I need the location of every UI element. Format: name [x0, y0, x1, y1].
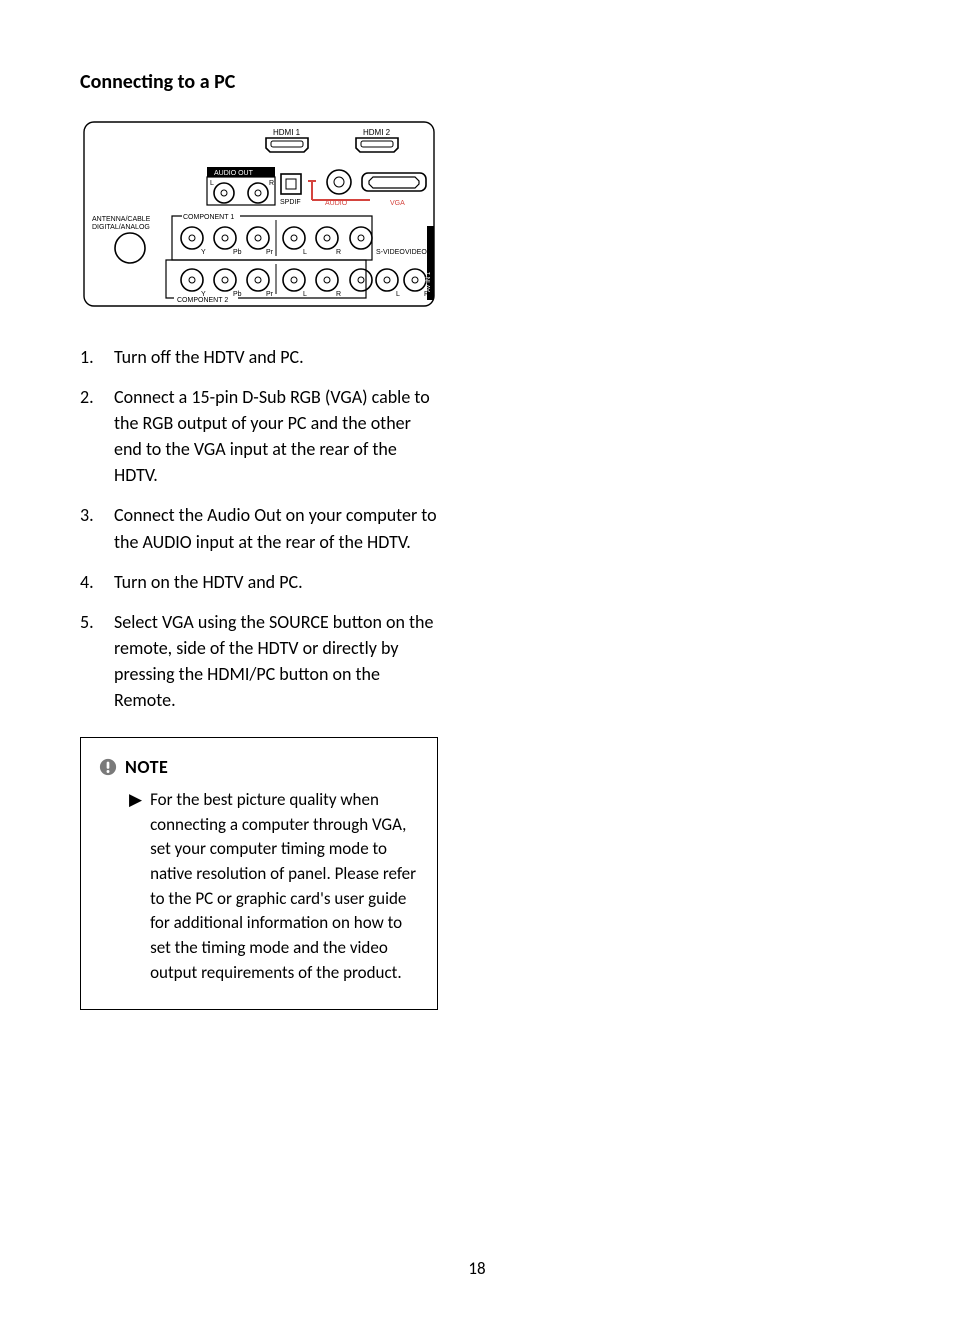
note-title: NOTE: [125, 756, 168, 778]
list-text: Connect the Audio Out on your computer t…: [114, 502, 440, 554]
audio-label: AUDIO: [325, 200, 348, 207]
list-num: 1.: [80, 344, 114, 370]
list-item: 5. Select VGA using the SOURCE button on…: [80, 609, 440, 713]
steps-list: 1. Turn off the HDTV and PC. 2. Connect …: [80, 344, 440, 713]
list-text: Select VGA using the SOURCE button on th…: [114, 609, 440, 713]
component1-label: COMPONENT 1: [183, 214, 234, 221]
hdmi1-label: HDMI 1: [273, 128, 301, 137]
video-label: VIDEO: [405, 249, 427, 256]
audio-out-l: L: [210, 180, 214, 187]
page-number: 18: [0, 1258, 954, 1279]
comp1-r: R: [336, 249, 341, 256]
list-text: Turn off the HDTV and PC.: [114, 344, 304, 370]
note-text: For the best picture quality when connec…: [150, 788, 421, 985]
list-num: 2.: [80, 384, 114, 488]
audio-out-r: R: [269, 180, 274, 187]
list-text: Connect a 15-pin D-Sub RGB (VGA) cable t…: [114, 384, 440, 488]
note-header: NOTE: [99, 756, 421, 778]
list-num: 5.: [80, 609, 114, 713]
list-item: 3. Connect the Audio Out on your compute…: [80, 502, 440, 554]
comp1-y: Y: [201, 249, 206, 256]
comp2-pr: Pr: [266, 291, 274, 298]
antenna-label-1: ANTENNA/CABLE: [92, 216, 151, 223]
list-num: 4.: [80, 569, 114, 595]
audio-out-label: AUDIO OUT: [214, 170, 254, 177]
comp1-pb: Pb: [233, 249, 242, 256]
antenna-label-2: DIGITAL/ANALOG: [92, 224, 150, 231]
diagram-svg: HDMI 1 HDMI 2 AUDIO OUT L R SPDIF AUDIO …: [80, 118, 438, 310]
comp2-r: R: [336, 291, 341, 298]
note-box: NOTE ▶ For the best picture quality when…: [80, 737, 438, 1010]
hdmi2-label: HDMI 2: [363, 128, 391, 137]
sv-l: L: [396, 291, 400, 298]
comp1-l: L: [303, 249, 307, 256]
list-item: 4. Turn on the HDTV and PC.: [80, 569, 440, 595]
list-num: 3.: [80, 502, 114, 554]
spdif-label: SPDIF: [280, 199, 301, 206]
comp2-l: L: [303, 291, 307, 298]
alert-icon: [99, 758, 117, 776]
comp2-y: Y: [201, 291, 206, 298]
note-bullet-icon: ▶: [129, 788, 142, 985]
note-body: ▶ For the best picture quality when conn…: [129, 788, 421, 985]
section-heading: Connecting to a PC: [80, 70, 954, 94]
list-item: 2. Connect a 15-pin D-Sub RGB (VGA) cabl…: [80, 384, 440, 488]
list-text: Turn on the HDTV and PC.: [114, 569, 303, 595]
component2-label: COMPONENT 2: [177, 297, 228, 304]
avin-label: AV IN 1: [426, 271, 432, 292]
vga-label: VGA: [390, 200, 405, 207]
svideo-label: S-VIDEO: [376, 249, 405, 256]
list-item: 1. Turn off the HDTV and PC.: [80, 344, 440, 370]
comp1-pr: Pr: [266, 249, 274, 256]
comp2-pb: Pb: [233, 291, 242, 298]
rear-panel-diagram: HDMI 1 HDMI 2 AUDIO OUT L R SPDIF AUDIO …: [80, 118, 954, 310]
